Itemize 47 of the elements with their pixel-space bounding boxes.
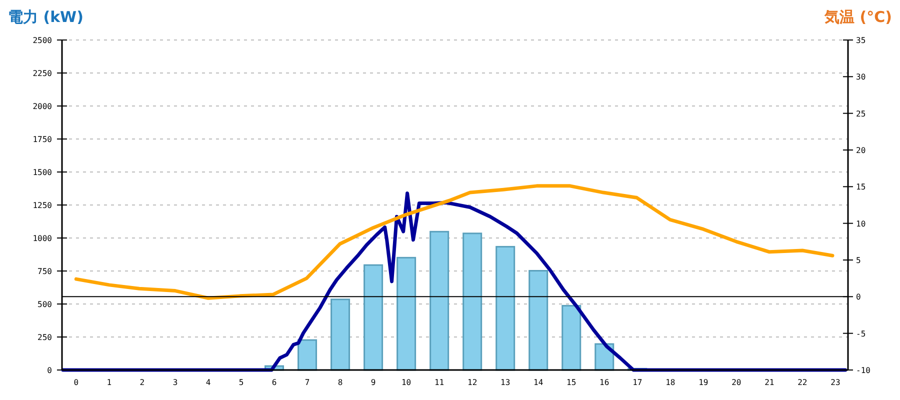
y-tick-label: 500 [38,300,52,309]
y2-tick-label: 30 [856,72,866,82]
x-tick-label: 9 [370,378,376,387]
x-tick-label: 4 [206,378,211,387]
x-tick-label: 21 [764,378,774,387]
x-tick-label: 2 [140,378,145,387]
y2-tick-label: 15 [856,182,866,192]
y2-tick-label: 35 [856,36,866,45]
x-tick-label: 16 [600,378,610,387]
y2-tick-label: 10 [856,219,866,228]
x-tick-label: 22 [798,378,808,387]
x-tick-label: 20 [732,378,742,387]
y-tick-label: 250 [38,333,52,342]
y2-tick-label: -5 [856,329,866,338]
x-tick-label: 13 [500,378,510,387]
x-tick-label: 5 [238,378,244,387]
x-tick-label: 19 [698,378,708,387]
x-tick-label: 8 [338,378,343,387]
y-tick-label: 1000 [32,234,52,243]
y-tick-label: 2000 [32,102,52,111]
x-tick-label: 6 [272,378,277,387]
x-tick-label: 23 [830,378,840,387]
y2-tick-label: 0 [856,292,861,302]
x-tick-label: 3 [172,378,178,387]
y2-tick-label: 20 [856,146,866,155]
x-tick-label: 10 [401,378,412,387]
y2-tick-label: 5 [856,256,861,265]
x-tick-label: 7 [304,378,310,387]
y2-tick-label: 25 [856,109,866,118]
y2-tick-label: -10 [856,366,871,375]
y-tick-label: 0 [47,366,52,375]
x-tick-label: 14 [534,378,544,387]
x-tick-label: 12 [468,378,478,387]
x-tick-label: 11 [434,378,444,387]
y2-axis-title: 気温 (°C) [824,8,892,26]
x-tick-label: 0 [74,378,79,387]
x-tick-label: 15 [566,378,576,387]
y-tick-label: 1250 [32,201,52,210]
y-axis-title: 電力 (kW) [8,8,84,26]
y-tick-label: 1750 [32,135,52,144]
y-tick-label: 750 [38,267,52,276]
x-tick-label: 17 [632,378,642,387]
x-tick-label: 18 [666,378,676,387]
x-tick-label: 1 [106,378,112,387]
y-tick-label: 2250 [32,69,52,78]
y-tick-label: 2500 [32,36,52,45]
y-tick-label: 1500 [32,168,52,177]
